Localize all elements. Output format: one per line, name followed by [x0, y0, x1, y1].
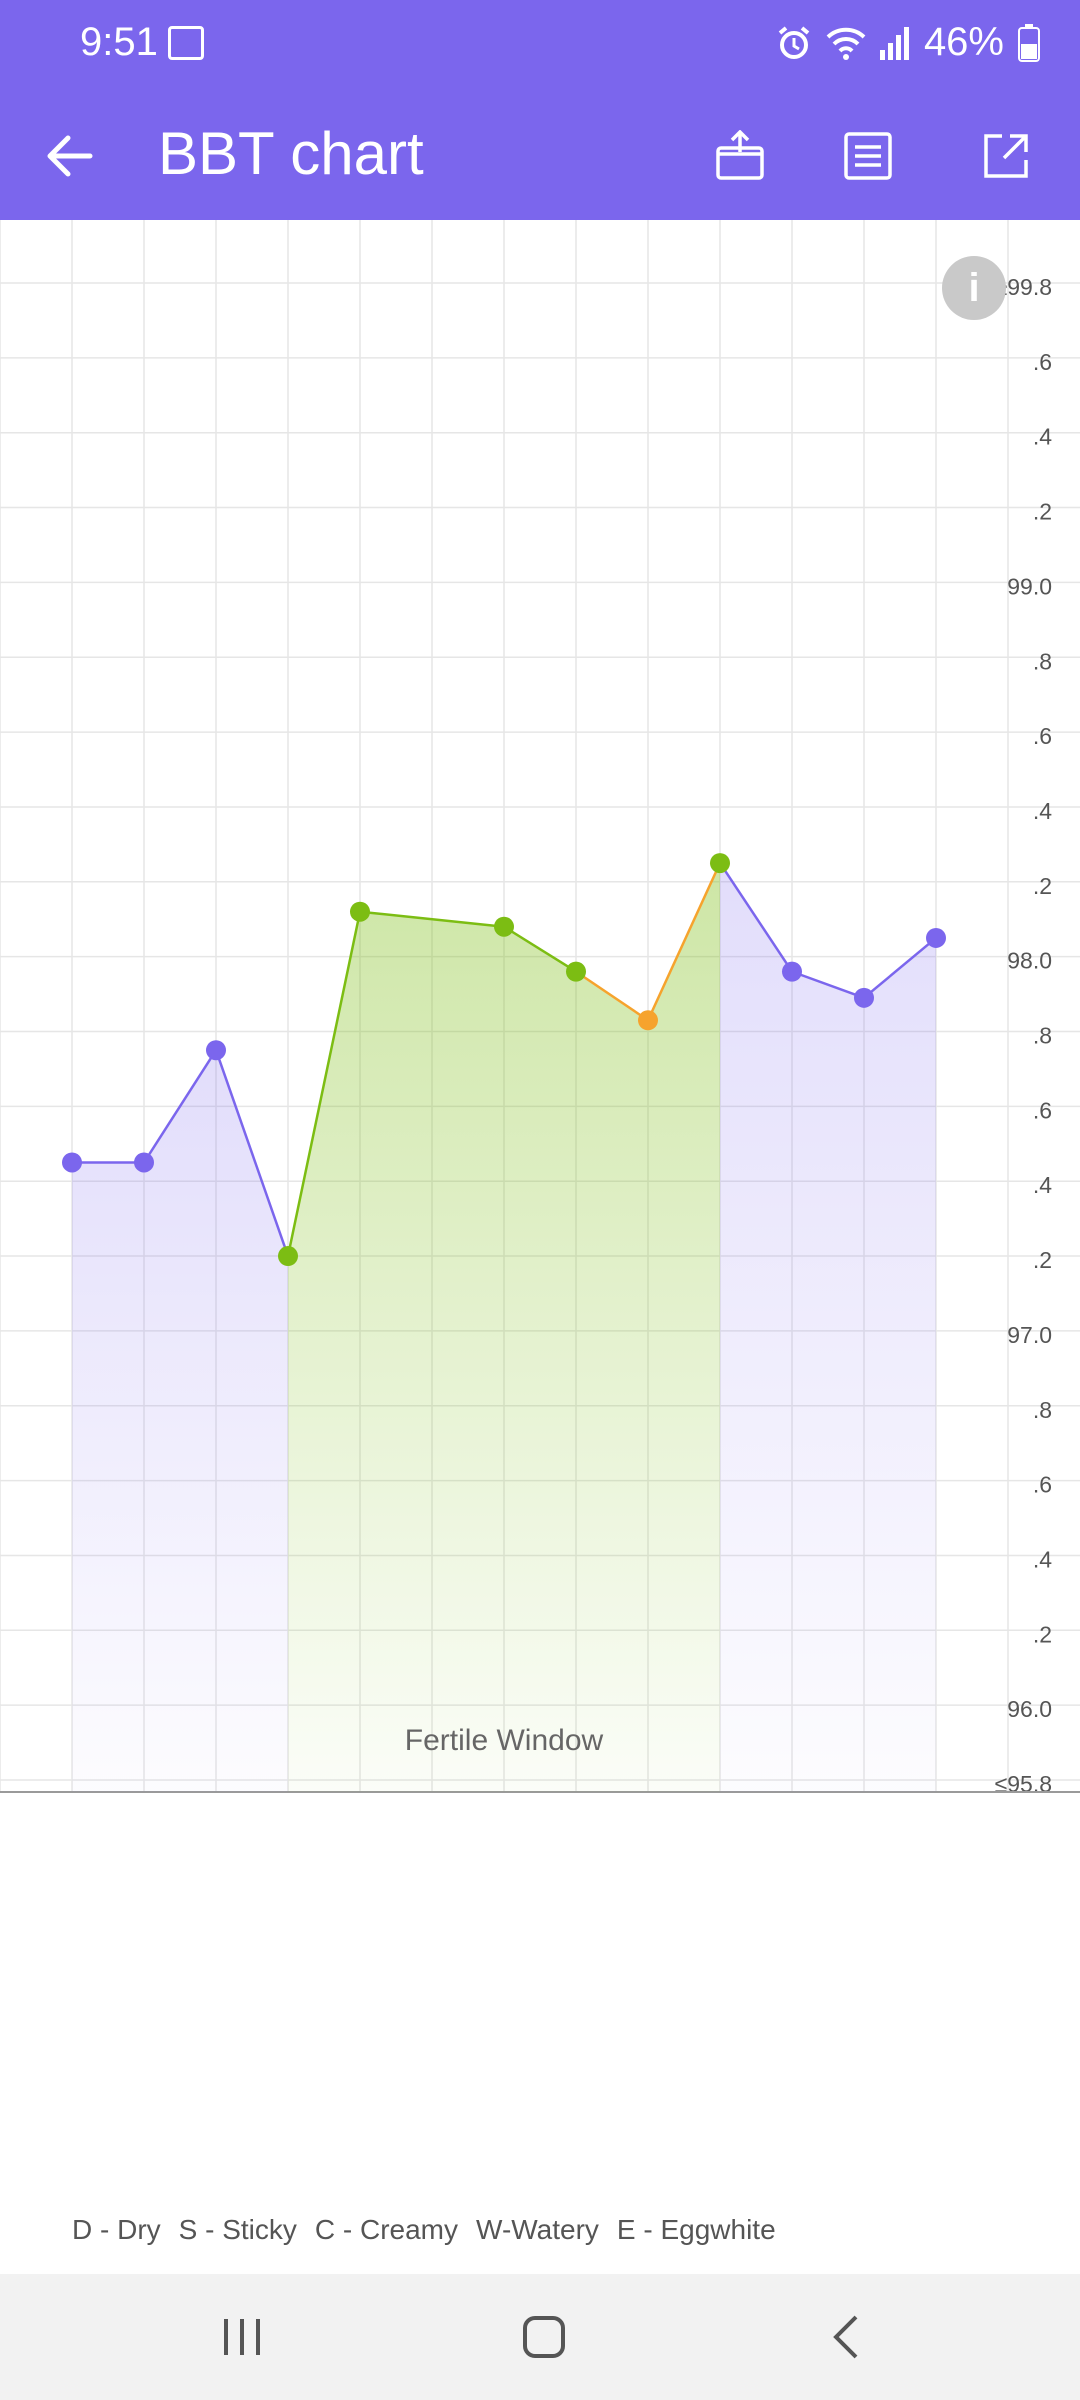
temperature-point — [638, 1010, 658, 1031]
temperature-point — [278, 1246, 298, 1267]
import-icon — [716, 130, 764, 180]
battery-icon — [1018, 23, 1040, 62]
y-tick-label: 98.0 — [1007, 948, 1052, 974]
temperature-point — [494, 916, 514, 937]
temperature-point — [566, 961, 586, 982]
cm-legend-item: D - Dry — [72, 2214, 161, 2245]
status-indicators: 46% — [776, 20, 1040, 65]
fertile-window-label: Fertile Window — [405, 1724, 604, 1757]
temperature-point — [710, 853, 730, 874]
bbt-chart: ≥99.8.6.4.299.0.8.6.4.298.0.8.6.4.297.0.… — [0, 220, 1080, 1797]
temperature-line-segment — [286, 911, 362, 1257]
info-icon: i — [968, 265, 980, 310]
recent-apps-icon — [224, 2319, 260, 2355]
cm-legend-item: S - Sticky — [178, 2214, 297, 2245]
battery-percent: 46% — [923, 20, 1004, 64]
temperature-point — [926, 927, 946, 948]
y-tick-label: .4 — [1033, 1172, 1052, 1198]
back-button[interactable] — [30, 116, 110, 196]
temperature-point — [782, 961, 802, 982]
cm-legend-item: E - Eggwhite — [616, 2214, 776, 2245]
y-tick-label: .2 — [1033, 1247, 1052, 1273]
share-button[interactable] — [964, 114, 1048, 198]
y-tick-label: 96.0 — [1007, 1696, 1052, 1722]
y-tick-label: .2 — [1033, 499, 1052, 525]
fertile-window-area — [288, 863, 720, 1792]
chevron-left-icon — [833, 2315, 858, 2359]
y-tick-label: .4 — [1033, 798, 1052, 824]
share-icon — [984, 134, 1028, 178]
nav-back-button[interactable] — [796, 2294, 896, 2380]
page-title: BBT chart — [158, 120, 424, 187]
temperature-line-segment — [575, 970, 649, 1022]
recent-apps-button[interactable] — [192, 2294, 292, 2380]
temperature-line-segment — [646, 862, 722, 1021]
info-button[interactable]: i — [942, 256, 1006, 320]
temperature-line-segment — [359, 910, 505, 928]
status-bar: 9:51 46% — [0, 0, 1080, 92]
import-button[interactable] — [698, 114, 782, 198]
y-tick-label: .8 — [1033, 648, 1052, 674]
temperature-line-segment — [214, 1049, 290, 1257]
signal-icon — [879, 26, 909, 60]
cm-legend-item: W-Watery — [476, 2214, 599, 2245]
y-tick-label: .6 — [1033, 1472, 1052, 1498]
temperature-point — [854, 987, 874, 1008]
post-fertile-area — [720, 863, 936, 1792]
list-icon — [844, 132, 892, 180]
cm-legend-item: C - Creamy — [314, 2214, 459, 2245]
app-bar: BBT chart — [0, 92, 1080, 220]
y-tick-label: ≤95.8 — [995, 1771, 1052, 1797]
status-time: 9:51 — [80, 20, 158, 64]
y-tick-label: .6 — [1033, 1097, 1052, 1123]
y-tick-label: .8 — [1033, 1023, 1052, 1049]
temperature-line-segment — [503, 925, 577, 973]
temperature-line-segment — [718, 862, 794, 973]
wifi-icon — [826, 27, 866, 60]
system-nav-bar — [0, 2274, 1080, 2400]
y-tick-label: .2 — [1033, 1621, 1052, 1647]
temperature-point — [62, 1152, 82, 1173]
y-tick-label: .6 — [1033, 349, 1052, 375]
gallery-notification-icon — [168, 26, 204, 60]
y-tick-label: .4 — [1033, 424, 1052, 450]
home-icon — [523, 2316, 565, 2358]
temperature-point — [206, 1040, 226, 1061]
temperature-line-segment — [142, 1049, 218, 1164]
list-button[interactable] — [826, 114, 910, 198]
y-tick-label: .6 — [1033, 723, 1052, 749]
temperature-point — [134, 1152, 154, 1173]
arrow-left-icon — [47, 135, 93, 177]
y-tick-label: 99.0 — [1007, 573, 1052, 599]
y-tick-label: .2 — [1033, 873, 1052, 899]
cm-legend: D - Dry S - Sticky C - Creamy W-Watery E… — [72, 2214, 776, 2246]
temperature-point — [350, 901, 370, 922]
y-tick-label: 97.0 — [1007, 1322, 1052, 1348]
y-tick-label: .8 — [1033, 1397, 1052, 1423]
alarm-icon — [778, 25, 810, 59]
temperature-line-segment — [791, 970, 865, 999]
temperature-line-segment — [863, 936, 937, 999]
pre-fertile-area — [72, 1050, 288, 1792]
home-button[interactable] — [494, 2294, 594, 2380]
y-tick-label: .4 — [1033, 1546, 1052, 1572]
